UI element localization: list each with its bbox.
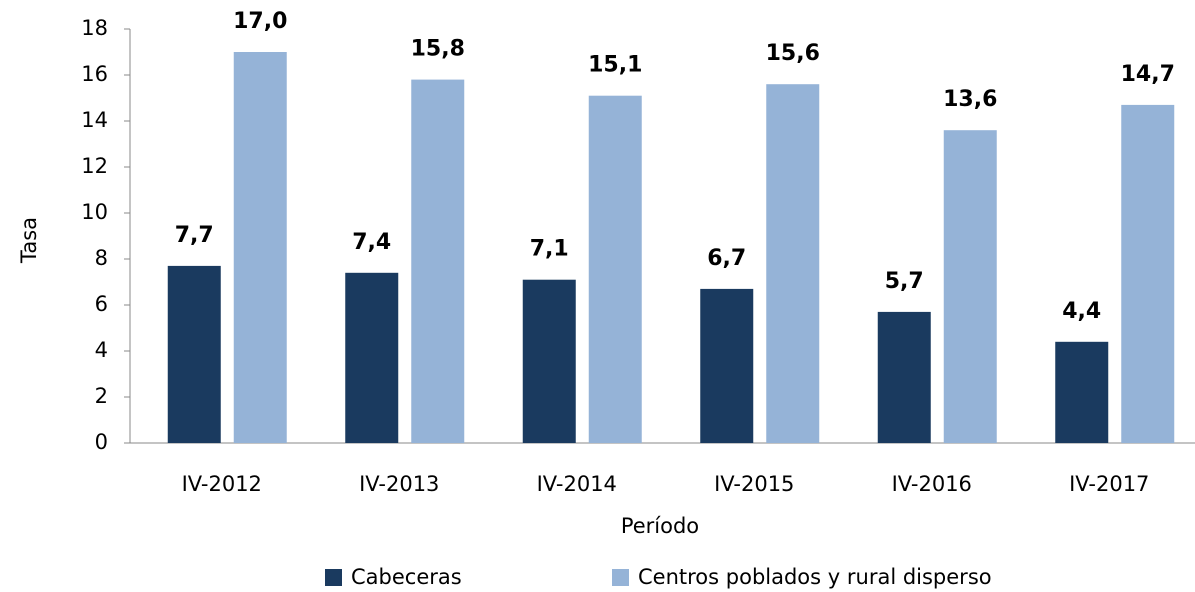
value-label: 15,6 — [766, 41, 820, 66]
value-label: 15,8 — [411, 37, 465, 62]
bar — [233, 52, 287, 443]
bar — [522, 279, 576, 443]
y-tick-label: 8 — [95, 246, 108, 270]
y-tick-label: 12 — [81, 154, 108, 178]
bar — [766, 84, 820, 443]
x-tick-label: IV-2017 — [1069, 472, 1149, 496]
y-tick-label: 16 — [81, 62, 108, 86]
bar — [1055, 341, 1109, 443]
x-tick-label: IV-2012 — [182, 472, 262, 496]
legend-swatch — [325, 569, 342, 586]
value-label: 4,4 — [1062, 299, 1101, 324]
bar — [167, 265, 221, 443]
bar — [700, 288, 754, 443]
value-label: 5,7 — [885, 269, 924, 294]
y-tick-label: 4 — [95, 338, 108, 362]
value-label: 14,7 — [1121, 62, 1175, 87]
bar — [1121, 104, 1175, 444]
legend-swatch — [612, 569, 629, 586]
bar — [588, 95, 642, 443]
value-label: 17,0 — [233, 9, 287, 34]
y-tick-label: 10 — [81, 200, 108, 224]
bar — [877, 311, 931, 443]
value-label: 7,4 — [352, 230, 391, 255]
x-tick-label: IV-2015 — [714, 472, 794, 496]
x-tick-label: IV-2016 — [892, 472, 972, 496]
value-label: 13,6 — [943, 87, 997, 112]
value-label: 6,7 — [707, 246, 746, 271]
y-tick-label: 14 — [81, 108, 108, 132]
value-label: 15,1 — [588, 53, 642, 78]
x-tick-label: IV-2013 — [359, 472, 439, 496]
bar — [345, 272, 399, 443]
x-axis-label: Período — [621, 514, 699, 538]
value-label: 7,7 — [175, 223, 214, 248]
legend-label: Centros poblados y rural disperso — [638, 565, 992, 589]
value-label: 7,1 — [530, 237, 569, 262]
legend-label: Cabeceras — [351, 565, 462, 589]
x-tick-label: IV-2014 — [537, 472, 617, 496]
y-tick-label: 18 — [81, 16, 108, 40]
y-tick-label: 2 — [95, 384, 108, 408]
y-axis-label: Tasa — [17, 217, 41, 264]
bar — [943, 130, 997, 443]
y-tick-label: 0 — [95, 430, 108, 454]
bar — [411, 79, 465, 443]
y-tick-label: 6 — [95, 292, 108, 316]
